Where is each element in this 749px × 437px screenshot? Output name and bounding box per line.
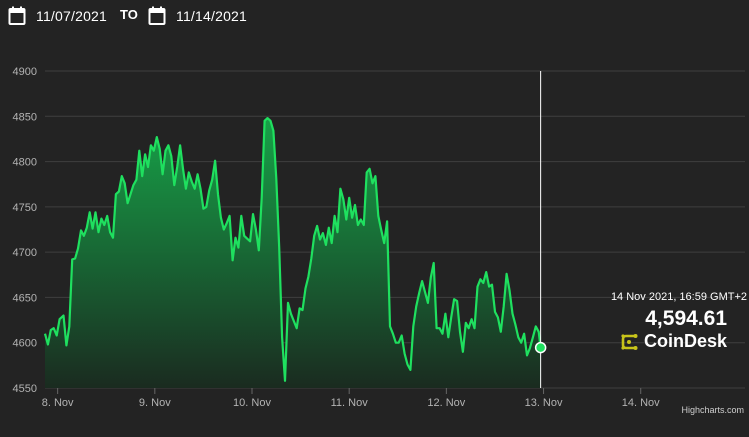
x-tick-label: 9. Nov [139,397,171,409]
hover-marker [534,341,547,354]
tooltip-value: 4,594.61 [645,307,727,330]
price-line [43,117,542,382]
calendar-icon[interactable] [8,6,26,26]
brand-name: CoinDesk [644,331,728,351]
y-axis: 4550 4600 4650 4700 4750 4800 4850 4900 [13,66,37,395]
x-tick-label: 11. Nov [331,397,369,409]
end-date-picker[interactable]: 11/14/2021 [148,6,247,26]
y-tick-label: 4700 [13,247,37,259]
x-axis: 8. Nov 9. Nov 10. Nov 11. Nov 12. Nov 13. Nov… [42,388,660,409]
x-tick-label: 8. Nov [42,397,74,409]
y-tick-label: 4750 [13,202,37,214]
y-tick-label: 4850 [13,111,37,123]
tooltip-time: 14 Nov 2021, 16:59 GMT+2 [610,291,747,303]
x-tick-label: 13. Nov [525,397,563,409]
x-tick-label: 14. Nov [622,397,660,409]
start-date-text[interactable]: 11/07/2021 [36,8,108,24]
y-tick-label: 4900 [13,66,37,78]
start-date-picker[interactable]: 11/07/2021 [8,6,107,26]
y-tick-label: 4800 [13,157,37,169]
y-tick-label: 4550 [13,383,37,395]
x-tick-label: 10. Nov [233,397,271,409]
coindesk-brand: CoinDesk [620,331,727,352]
coindesk-logo-icon [621,333,638,350]
end-date-text[interactable]: 11/14/2021 [176,8,248,24]
x-tick-label: 12. Nov [427,397,465,409]
price-chart[interactable]: 4550 4600 4650 4700 4750 4800 4850 4900 8. Nov 9… [0,50,749,437]
y-tick-label: 4600 [13,338,37,350]
calendar-icon[interactable] [148,6,166,26]
date-range-bar: 11/07/2021 TO 11/14/2021 [0,0,749,36]
date-range-separator: TO [120,7,138,22]
price-area [45,118,541,388]
y-tick-label: 4650 [13,292,37,304]
highcharts-credit[interactable]: Highcharts.com [681,405,744,415]
